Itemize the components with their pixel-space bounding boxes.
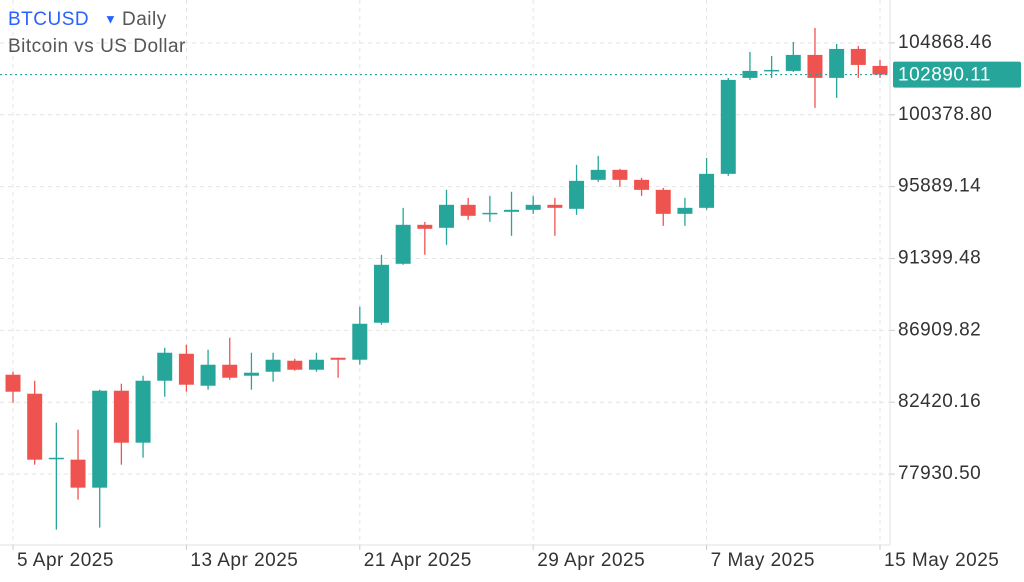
candle-body	[308, 359, 324, 370]
candle-body	[612, 169, 628, 180]
candle-body	[352, 323, 368, 360]
candle-body	[200, 364, 216, 386]
interval[interactable]: Daily	[122, 9, 167, 30]
candle-body	[395, 224, 411, 264]
candle-body	[70, 459, 86, 488]
candle-body	[525, 204, 541, 210]
candle-body	[287, 360, 303, 370]
subtitle: Bitcoin vs US Dollar	[8, 36, 186, 57]
candle-body	[330, 357, 346, 360]
candle-body	[764, 69, 780, 72]
candle-body	[482, 212, 498, 215]
candle-body	[807, 54, 823, 78]
candle-body	[373, 264, 389, 323]
candle-body	[157, 352, 173, 381]
symbol-dropdown-icon[interactable]: ▼	[104, 11, 117, 26]
last-price-label: 102890.11	[898, 65, 991, 86]
y-tick-label: 86909.82	[898, 319, 981, 340]
candle-body	[27, 393, 43, 460]
candle-body	[439, 204, 454, 228]
candle-body	[243, 372, 259, 376]
plot-area: 77930.50 82420.16 86909.82 91399.48 95889.14…	[0, 0, 999, 571]
candle-body	[850, 48, 866, 65]
candle-body	[720, 79, 736, 174]
x-tick-label: 7 May 2025	[711, 550, 815, 571]
y-tick-label: 95889.14	[898, 176, 981, 197]
candle-body	[417, 224, 433, 229]
candle-body	[113, 390, 129, 443]
x-tick-label: 29 Apr 2025	[537, 550, 645, 571]
candle-body	[547, 204, 563, 208]
y-tick-label: 82420.16	[898, 391, 981, 412]
x-tick-label: 21 Apr 2025	[364, 550, 472, 571]
candle-body	[655, 189, 671, 214]
candle-body	[590, 169, 606, 180]
y-tick-label: 91399.48	[898, 248, 981, 269]
candle-body	[265, 359, 281, 372]
candle-body	[872, 65, 888, 75]
candle-body	[504, 209, 520, 212]
candle-body	[785, 54, 801, 71]
x-tick-label: 15 May 2025	[884, 550, 999, 571]
x-tick-label: 13 Apr 2025	[190, 550, 298, 571]
candle-body	[222, 364, 238, 378]
candle-body	[92, 390, 108, 488]
candle-body	[634, 179, 650, 190]
candle-body	[135, 380, 151, 443]
candle-body	[48, 457, 64, 460]
symbol[interactable]: BTCUSD	[8, 9, 89, 30]
candle-body	[829, 48, 845, 78]
candle-body	[5, 374, 21, 392]
last-price-badge	[893, 61, 1021, 88]
y-tick-label: 100378.80	[898, 104, 992, 125]
candle-body	[699, 173, 715, 208]
candle-body	[178, 353, 194, 385]
y-tick-label: 104868.46	[898, 32, 992, 53]
candle-body	[742, 70, 758, 78]
candle-body	[569, 180, 585, 209]
x-tick-label: 5 Apr 2025	[17, 550, 114, 571]
candle-body	[677, 207, 693, 214]
y-tick-label: 77930.50	[898, 463, 981, 484]
candle-body	[460, 204, 476, 216]
